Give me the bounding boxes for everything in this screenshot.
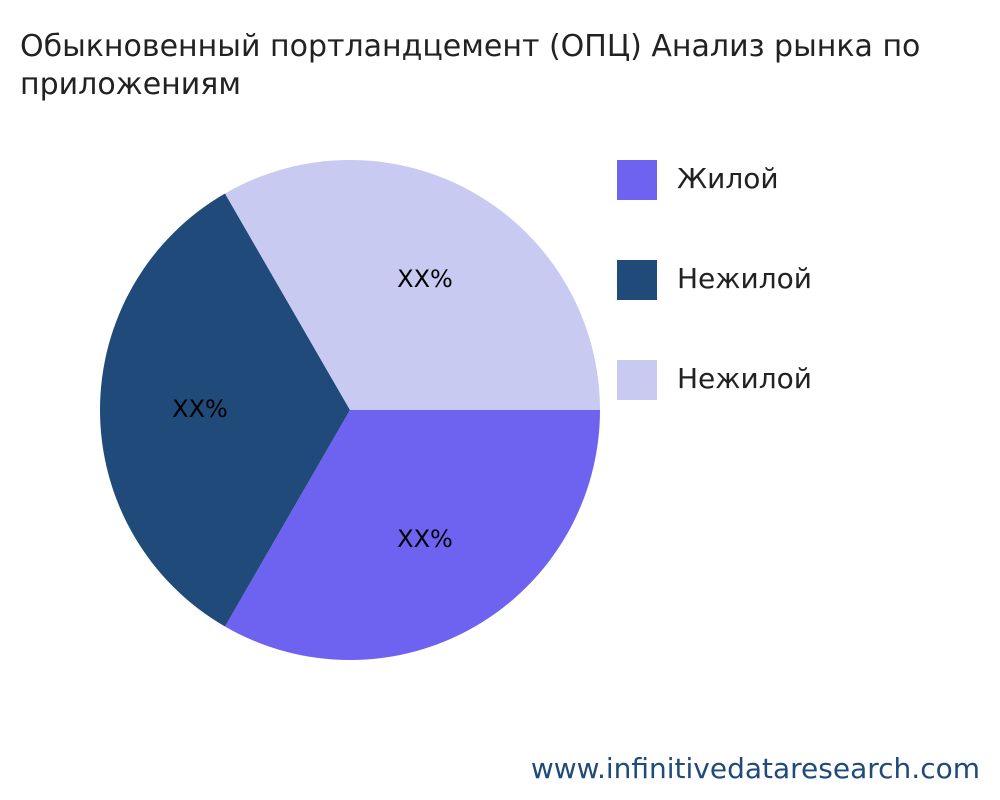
data-label: XX% xyxy=(172,395,228,423)
legend-label: Жилой xyxy=(677,162,779,195)
legend-swatch xyxy=(617,360,657,400)
legend-swatch xyxy=(617,160,657,200)
source: www.infinitivedataresearch.com xyxy=(531,752,980,785)
data-label: XX% xyxy=(397,525,453,553)
legend-label: Нежилой xyxy=(677,262,812,295)
pie-slice xyxy=(225,160,600,410)
data-label: XX% xyxy=(397,265,453,293)
pie-slice xyxy=(225,410,600,660)
legend-label: Нежилой xyxy=(677,362,812,395)
chart-title: Обыкновенный портландцемент (ОПЦ) Анализ… xyxy=(20,29,921,102)
legend-swatch xyxy=(617,260,657,300)
